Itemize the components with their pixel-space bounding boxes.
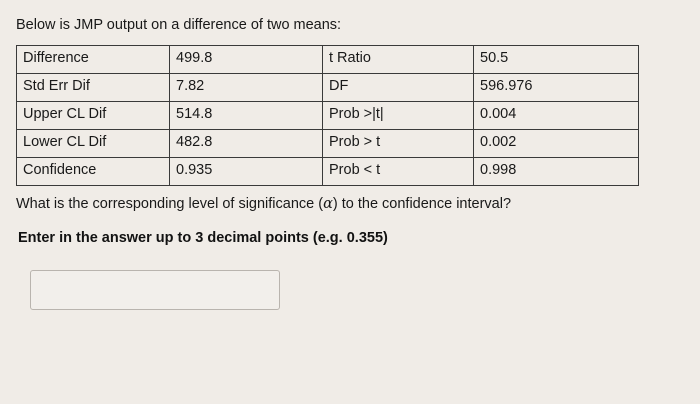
table-cell-value: 0.004 <box>473 100 639 130</box>
table-cell-value: 596.976 <box>473 72 639 102</box>
question-text-part2: ) to the confidence interval? <box>332 195 512 212</box>
table-cell-label: Prob > t <box>322 128 474 158</box>
table-body: Difference 499.8 t Ratio 50.5 Std Err Di… <box>16 44 639 186</box>
table-cell-label: Confidence <box>16 156 170 186</box>
table-cell-value: 50.5 <box>473 44 639 74</box>
question-text-part1: What is the corresponding level of signi… <box>16 195 324 212</box>
alpha-symbol: α <box>323 195 333 212</box>
table-cell-label: Prob < t <box>322 156 474 186</box>
jmp-output-table: Difference 499.8 t Ratio 50.5 Std Err Di… <box>16 44 639 186</box>
table-cell-value: 7.82 <box>169 72 323 102</box>
table-cell-label: Prob >|t| <box>322 100 474 130</box>
table-cell-value: 0.002 <box>473 128 639 158</box>
table-cell-value: 499.8 <box>169 44 323 74</box>
table-cell-label: Difference <box>16 44 170 74</box>
table-cell-value: 0.998 <box>473 156 639 186</box>
table-cell-label: Std Err Dif <box>16 72 170 102</box>
table-cell-value: 0.935 <box>169 156 323 186</box>
table-row: Confidence 0.935 Prob < t 0.998 <box>16 156 639 186</box>
instruction-text: Enter in the answer up to 3 decimal poin… <box>18 229 388 246</box>
table-row: Std Err Dif 7.82 DF 596.976 <box>16 72 639 102</box>
table-cell-label: t Ratio <box>322 44 474 74</box>
table-cell-value: 514.8 <box>169 100 323 130</box>
intro-text: Below is JMP output on a difference of t… <box>16 17 342 33</box>
table-cell-label: DF <box>322 72 474 102</box>
table-row: Difference 499.8 t Ratio 50.5 <box>16 44 639 74</box>
answer-input[interactable] <box>30 269 280 310</box>
table-row: Upper CL Dif 514.8 Prob >|t| 0.004 <box>16 100 639 130</box>
question-text: What is the corresponding level of signi… <box>16 195 686 214</box>
table-cell-label: Lower CL Dif <box>16 128 170 158</box>
table-cell-value: 482.8 <box>169 128 323 158</box>
table-row: Lower CL Dif 482.8 Prob > t 0.002 <box>16 128 639 158</box>
table-cell-label: Upper CL Dif <box>16 100 170 130</box>
